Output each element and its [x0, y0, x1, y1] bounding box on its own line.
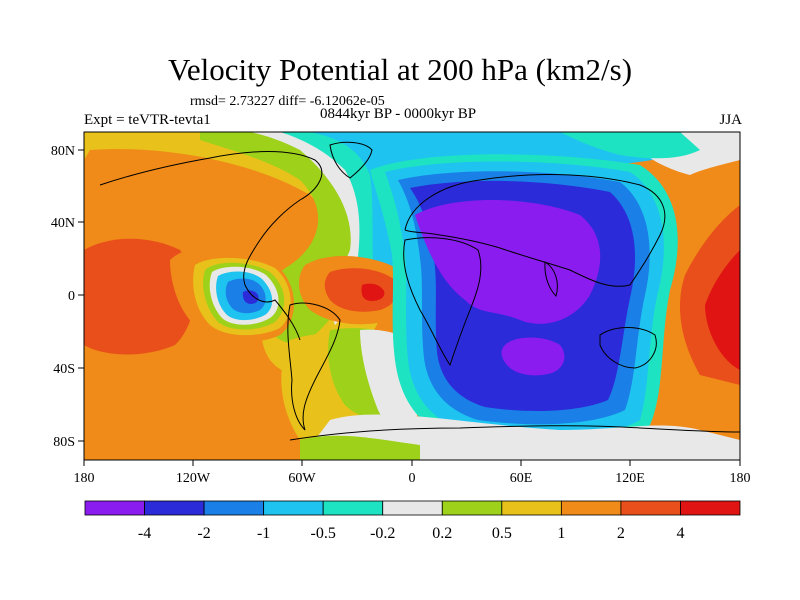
lon-tick-label: 180 [74, 471, 95, 486]
lon-tick-label: 120W [176, 471, 211, 486]
colorbar-swatch [442, 501, 502, 515]
colorbar-label: 1 [557, 525, 565, 542]
longitude-axis: 180 120W 60W 0 60E 120E 180 [74, 460, 751, 486]
colorbar-swatch [561, 501, 621, 515]
colorbar-label: -0.2 [370, 525, 395, 542]
colorbar-label: -2 [197, 525, 210, 542]
lat-tick-label: 80S [53, 435, 75, 450]
lat-tick-label: 40S [53, 362, 75, 377]
velocity-potential-map: 80N 40N 0 40S 80S 180 120W 60W 0 60E 120E 180 -4 -2… [0, 0, 800, 600]
colorbar-swatch [680, 501, 740, 515]
lon-tick-label: 180 [730, 471, 751, 486]
colorbar-swatch [621, 501, 681, 515]
colorbar-label: 0.5 [492, 525, 512, 542]
colorbar-label: -1 [257, 525, 270, 542]
lon-tick-label: 120E [615, 471, 645, 486]
colorbar: -4 -2 -1 -0.5 -0.2 0.2 0.5 1 2 4 [85, 501, 740, 542]
lon-tick-label: 60E [510, 471, 533, 486]
colorbar-label: -4 [138, 525, 151, 542]
colorbar-swatch [145, 501, 205, 515]
colorbar-swatch [383, 501, 443, 515]
lat-tick-label: 0 [68, 289, 75, 304]
colorbar-label: 0.2 [432, 525, 452, 542]
colorbar-swatch [323, 501, 383, 515]
colorbar-swatch [85, 501, 145, 515]
lon-tick-label: 0 [409, 471, 416, 486]
lat-tick-label: 80N [51, 144, 75, 159]
latitude-axis: 80N 40N 0 40S 80S [51, 144, 84, 450]
colorbar-swatch [264, 501, 324, 515]
colorbar-label: -0.5 [311, 525, 336, 542]
lat-tick-label: 40N [51, 216, 75, 231]
contour-fill-layer [84, 132, 740, 460]
colorbar-label: 4 [676, 525, 684, 542]
colorbar-label: 2 [617, 525, 625, 542]
lon-tick-label: 60W [288, 471, 316, 486]
colorbar-swatch [204, 501, 264, 515]
colorbar-swatch [502, 501, 562, 515]
